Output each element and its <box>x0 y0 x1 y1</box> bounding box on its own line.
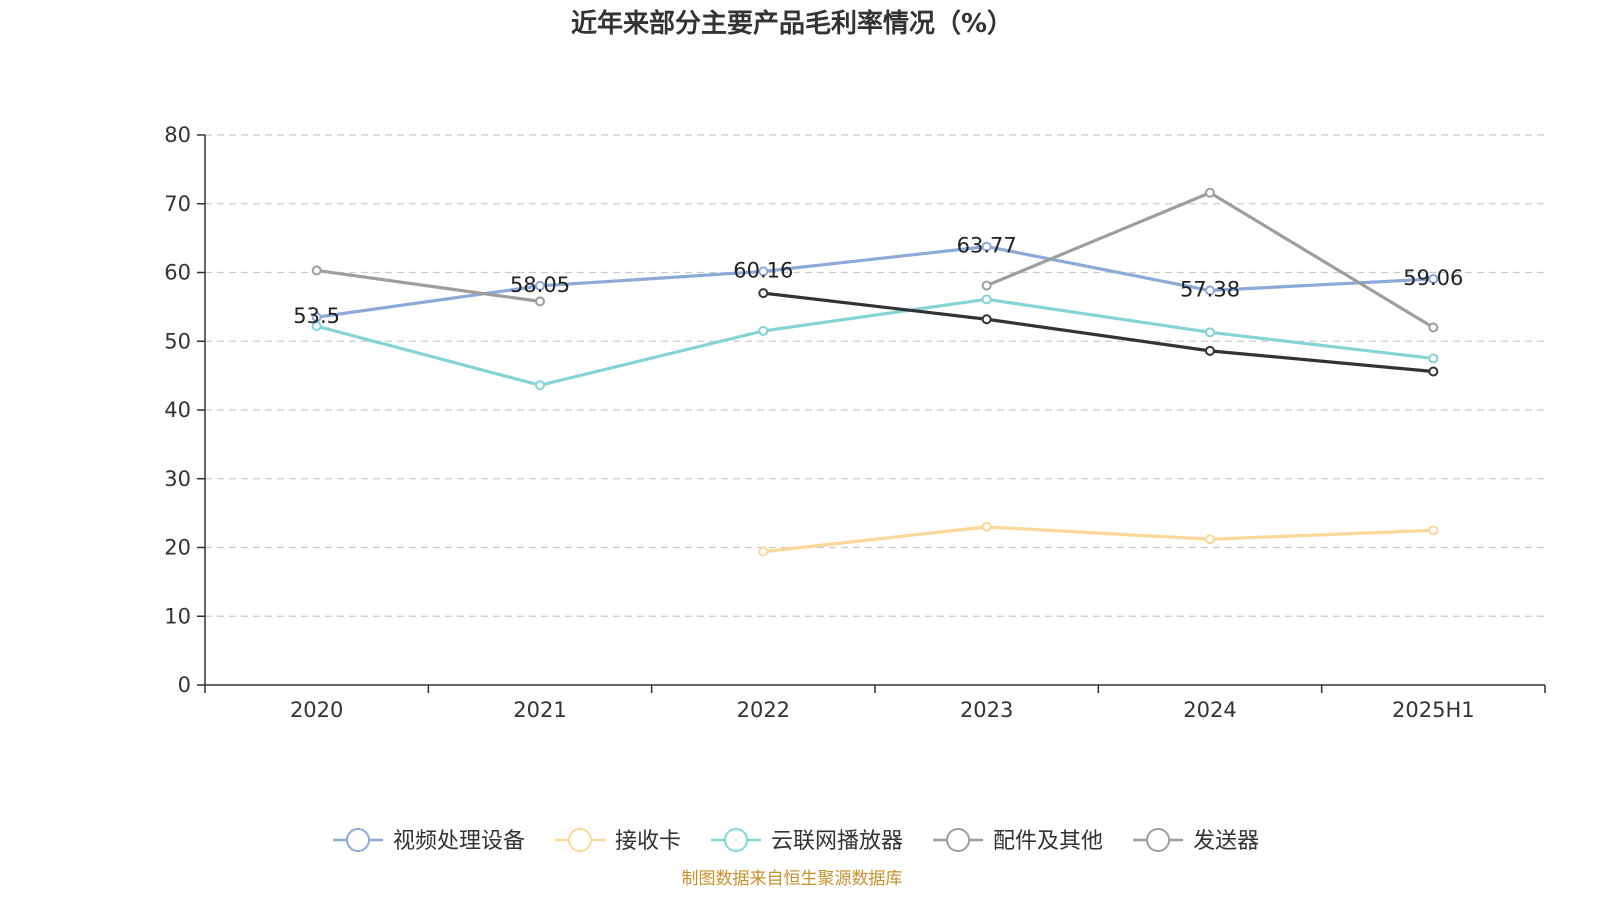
legend-label: 发送器 <box>1193 829 1259 854</box>
y-tick-label: 10 <box>164 604 191 628</box>
data-point[interactable] <box>981 280 992 291</box>
data-point[interactable] <box>1205 285 1215 296</box>
data-point[interactable] <box>981 521 992 532</box>
y-tick-label: 0 <box>178 673 191 697</box>
data-point[interactable] <box>981 294 992 305</box>
grid-lines <box>205 134 1545 617</box>
data-point[interactable] <box>758 266 769 277</box>
axes: 0 10 20 30 40 50 60 70 80 2020 2021 2022 2023 2024 202… <box>164 123 1546 722</box>
legend-marker-icon <box>568 828 593 852</box>
y-tick-label: 70 <box>164 192 191 216</box>
series-line <box>316 268 541 303</box>
data-point[interactable] <box>758 325 769 336</box>
data-point[interactable] <box>1205 327 1215 338</box>
data-point[interactable] <box>758 546 769 557</box>
legend-label: 配件及其他 <box>993 829 1103 854</box>
x-tick-label: 2020 <box>290 698 343 722</box>
y-tick-label: 30 <box>164 467 191 491</box>
data-point[interactable] <box>758 288 769 299</box>
x-tick-label: 2022 <box>737 698 790 722</box>
series-points <box>311 187 1439 557</box>
data-point[interactable] <box>535 280 545 291</box>
legend-item[interactable]: 视频处理设备 <box>333 828 525 854</box>
data-point[interactable] <box>535 296 545 307</box>
x-tick-label: 2024 <box>1183 698 1236 722</box>
x-tick-label: 2021 <box>513 698 566 722</box>
x-tick-label: 2023 <box>960 698 1013 722</box>
data-point[interactable] <box>981 314 992 325</box>
series-line <box>316 244 1434 319</box>
series-lines <box>316 191 1435 554</box>
legend-item[interactable]: 配件及其他 <box>933 828 1103 854</box>
y-tick-label: 40 <box>164 398 191 422</box>
data-label: 60.16 <box>733 258 793 282</box>
legend-item[interactable]: 发送器 <box>1133 828 1259 854</box>
data-label: 58.05 <box>510 273 570 297</box>
legend-label: 接收卡 <box>615 829 681 854</box>
data-point[interactable] <box>535 380 545 391</box>
data-point[interactable] <box>1428 273 1439 284</box>
chart-title: 近年来部分主要产品毛利率情况（%） <box>571 8 1013 39</box>
legend-marker-icon <box>724 828 749 852</box>
legend-label: 云联网播放器 <box>771 829 903 854</box>
legend-marker-icon <box>946 828 971 852</box>
legend-item[interactable]: 云联网播放器 <box>711 828 903 854</box>
data-point[interactable] <box>1205 187 1215 198</box>
legend-item[interactable]: 接收卡 <box>555 828 681 854</box>
series-line <box>763 525 1434 554</box>
y-tick-label: 20 <box>164 536 191 560</box>
data-label: 57.38 <box>1180 278 1240 302</box>
data-point[interactable] <box>1205 345 1215 356</box>
data-label: 59.06 <box>1403 266 1463 290</box>
data-point[interactable] <box>1428 366 1439 377</box>
data-point[interactable] <box>1428 322 1439 333</box>
data-label: 53.5 <box>293 304 340 328</box>
legend-marker-icon <box>1146 828 1171 852</box>
series-line <box>763 291 1434 374</box>
y-tick-label: 50 <box>164 329 191 353</box>
data-point[interactable] <box>1428 525 1439 536</box>
data-point[interactable] <box>1428 353 1439 364</box>
x-tick-label: 2025H1 <box>1392 698 1475 722</box>
y-tick-label: 60 <box>164 261 191 285</box>
data-label: 63.77 <box>957 234 1017 258</box>
legend-marker-icon <box>346 828 370 852</box>
legend-label: 视频处理设备 <box>393 829 525 854</box>
legend[interactable]: 视频处理设备 接收卡 云联网播放器 配件及其他 发送器 <box>333 828 1259 854</box>
series-line <box>316 297 1434 387</box>
data-labels: 53.5 58.05 60.16 63.77 57.38 59.06 <box>293 234 1463 329</box>
data-point[interactable] <box>311 312 322 323</box>
data-point[interactable] <box>1205 534 1215 545</box>
data-point[interactable] <box>981 241 992 252</box>
y-tick-label: 80 <box>164 123 191 147</box>
source-note: 制图数据来自恒生聚源数据库 <box>682 869 903 889</box>
data-point[interactable] <box>311 265 322 276</box>
